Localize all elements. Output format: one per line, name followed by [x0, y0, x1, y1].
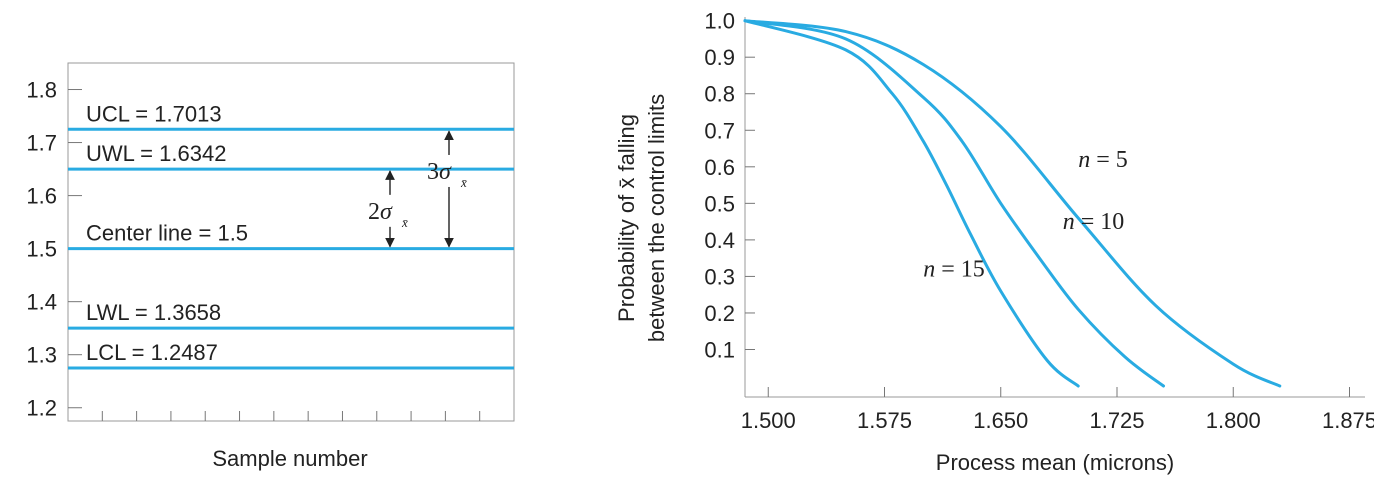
control-chart: 1.2 1.3 1.4 1.5 1.6 1.7 1.8 UCL = 1.7013 UWL = … [26, 62, 515, 471]
y-tick-label: 1.0 [704, 9, 735, 34]
sigma-label: 3σ [427, 159, 452, 185]
x-tick-label: 1.500 [741, 408, 796, 433]
y-tick-label: 1.8 [26, 78, 57, 103]
oc-curve-labels: n = 5 n = 10 n = 15 [923, 147, 1128, 283]
y-tick-label: 0.1 [704, 338, 735, 363]
y-tick-label: 1.2 [26, 396, 57, 421]
y-tick-label: 0.9 [704, 45, 735, 70]
oc-y-axis: 0.1 0.2 0.3 0.4 0.5 0.6 0.7 0.8 0.9 1.0 [704, 9, 755, 363]
control-chart-x-ticks [101, 411, 481, 421]
x-tick-label: 1.650 [973, 408, 1028, 433]
x-tick-label: 1.725 [1089, 408, 1144, 433]
oc-x-label: Process mean (microns) [936, 450, 1174, 475]
y-tick-label: 0.7 [704, 118, 735, 143]
y-tick-label: 1.7 [26, 131, 57, 156]
sigma-subscript: x̄ [460, 175, 467, 190]
sigma-label: 2σ [368, 199, 393, 225]
oc-curve [743, 19, 1165, 388]
control-limit-lines: UCL = 1.7013 UWL = 1.6342 Center line = 1.… [68, 101, 514, 370]
control-line-label: UCL = 1.7013 [86, 101, 222, 126]
sigma-subscript: x̄ [401, 215, 408, 230]
oc-curve [743, 19, 1282, 388]
control-chart-y-axis: 1.2 1.3 1.4 1.5 1.6 1.7 1.8 [26, 78, 82, 421]
y-tick-label: 1.6 [26, 184, 57, 209]
oc-y-label-line-2: between the control limits [644, 94, 669, 342]
y-tick-label: 0.8 [704, 82, 735, 107]
control-chart-frame [67, 62, 515, 422]
oc-curve-label: n = 10 [1063, 209, 1125, 235]
control-chart-x-label: Sample number [212, 446, 367, 471]
y-tick-label: 0.4 [704, 228, 735, 253]
control-line-label: Center line = 1.5 [86, 221, 248, 246]
oc-curves [743, 19, 1282, 388]
y-tick-label: 1.5 [26, 237, 57, 262]
y-tick-label: 1.3 [26, 343, 57, 368]
control-line-label: UWL = 1.6342 [86, 141, 226, 166]
y-tick-label: 0.2 [704, 301, 735, 326]
y-tick-label: 0.5 [704, 191, 735, 216]
oc-y-label: Probability of x̄ falling between the co… [614, 94, 669, 342]
oc-curve-label: n = 5 [1078, 147, 1128, 173]
x-tick-label: 1.800 [1206, 408, 1261, 433]
x-tick-label: 1.875 [1322, 408, 1374, 433]
control-line-label: LWL = 1.3658 [86, 300, 221, 325]
y-tick-label: 0.6 [704, 155, 735, 180]
oc-curve-label: n = 15 [923, 256, 985, 282]
oc-curve [743, 19, 1080, 388]
sigma-annotations: 2σ x̄ 3σ x̄ [368, 130, 467, 248]
y-tick-label: 1.4 [26, 290, 57, 315]
control-line-label: LCL = 1.2487 [86, 340, 218, 365]
oc-curve-chart: 0.1 0.2 0.3 0.4 0.5 0.6 0.7 0.8 0.9 1.0 1.500 1.57… [614, 9, 1374, 475]
oc-y-label-line-1: Probability of x̄ falling [614, 114, 639, 322]
x-tick-label: 1.575 [857, 408, 912, 433]
oc-x-axis: 1.500 1.575 1.650 1.725 1.800 1.875 [741, 387, 1374, 433]
y-tick-label: 0.3 [704, 264, 735, 289]
